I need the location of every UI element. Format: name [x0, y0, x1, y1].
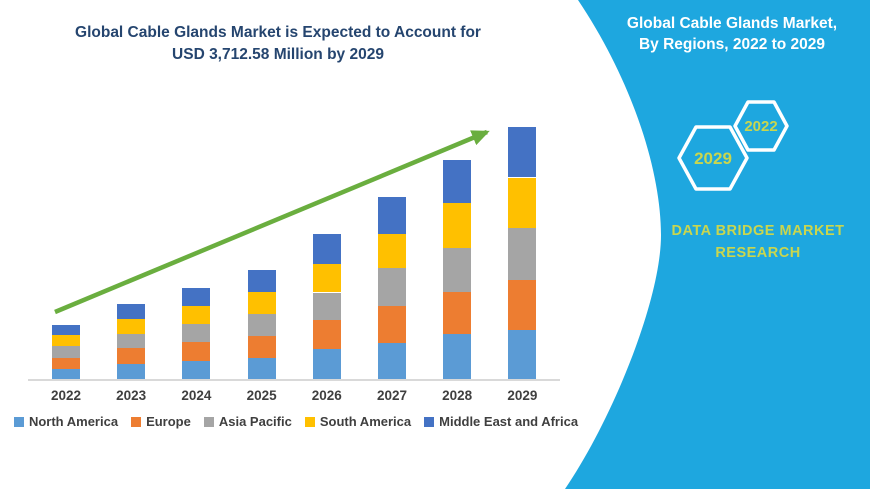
chart-title-line1: Global Cable Glands Market is Expected t…: [75, 24, 481, 41]
side-panel-title-line2: By Regions, 2022 to 2029: [638, 36, 826, 53]
legend-label: North America: [28, 414, 119, 429]
legend-item: Europe: [131, 414, 191, 429]
hexagon-2029: [677, 125, 749, 191]
x-axis-line: [28, 379, 560, 381]
hexagon-2029-label: 2029: [694, 149, 732, 168]
hexagon-2022-label: 2022: [744, 118, 777, 135]
trend-arrow-line: [54, 129, 490, 315]
legend-label: Europe: [146, 414, 191, 429]
legend-swatch: [424, 416, 435, 427]
chart-title-line2: USD 3,712.58 Million by 2029: [172, 46, 384, 63]
legend-swatch: [131, 416, 142, 427]
chart-legend: North America Europe Asia Pacific South Ame…: [13, 414, 578, 429]
legend-label: South America: [319, 414, 412, 429]
side-panel-background: [565, 0, 870, 489]
brand-name-line2: RESEARCH: [715, 245, 801, 261]
chart-title: Global Cable Glands Market is Expected t…: [58, 22, 498, 66]
legend-label: Middle East and Africa: [439, 414, 579, 429]
side-panel-title: Global Cable Glands Market, By Regions, …: [612, 13, 852, 55]
brand-name-line1: DATA BRIDGE MARKET: [671, 223, 845, 239]
legend-swatch: [304, 416, 315, 427]
legend-item: South America: [304, 414, 412, 429]
side-panel-title-line1: Global Cable Glands Market,: [626, 15, 838, 32]
brand-name: DATA BRIDGE MARKET RESEARCH: [653, 220, 863, 264]
legend-item: North America: [13, 414, 119, 429]
hexagon-2022: [733, 100, 789, 152]
legend-label: Asia Pacific: [218, 414, 292, 429]
legend-item: Asia Pacific: [203, 414, 292, 429]
legend-swatch: [203, 416, 214, 427]
legend-swatch: [13, 416, 24, 427]
legend-item: Middle East and Africa: [424, 414, 578, 429]
